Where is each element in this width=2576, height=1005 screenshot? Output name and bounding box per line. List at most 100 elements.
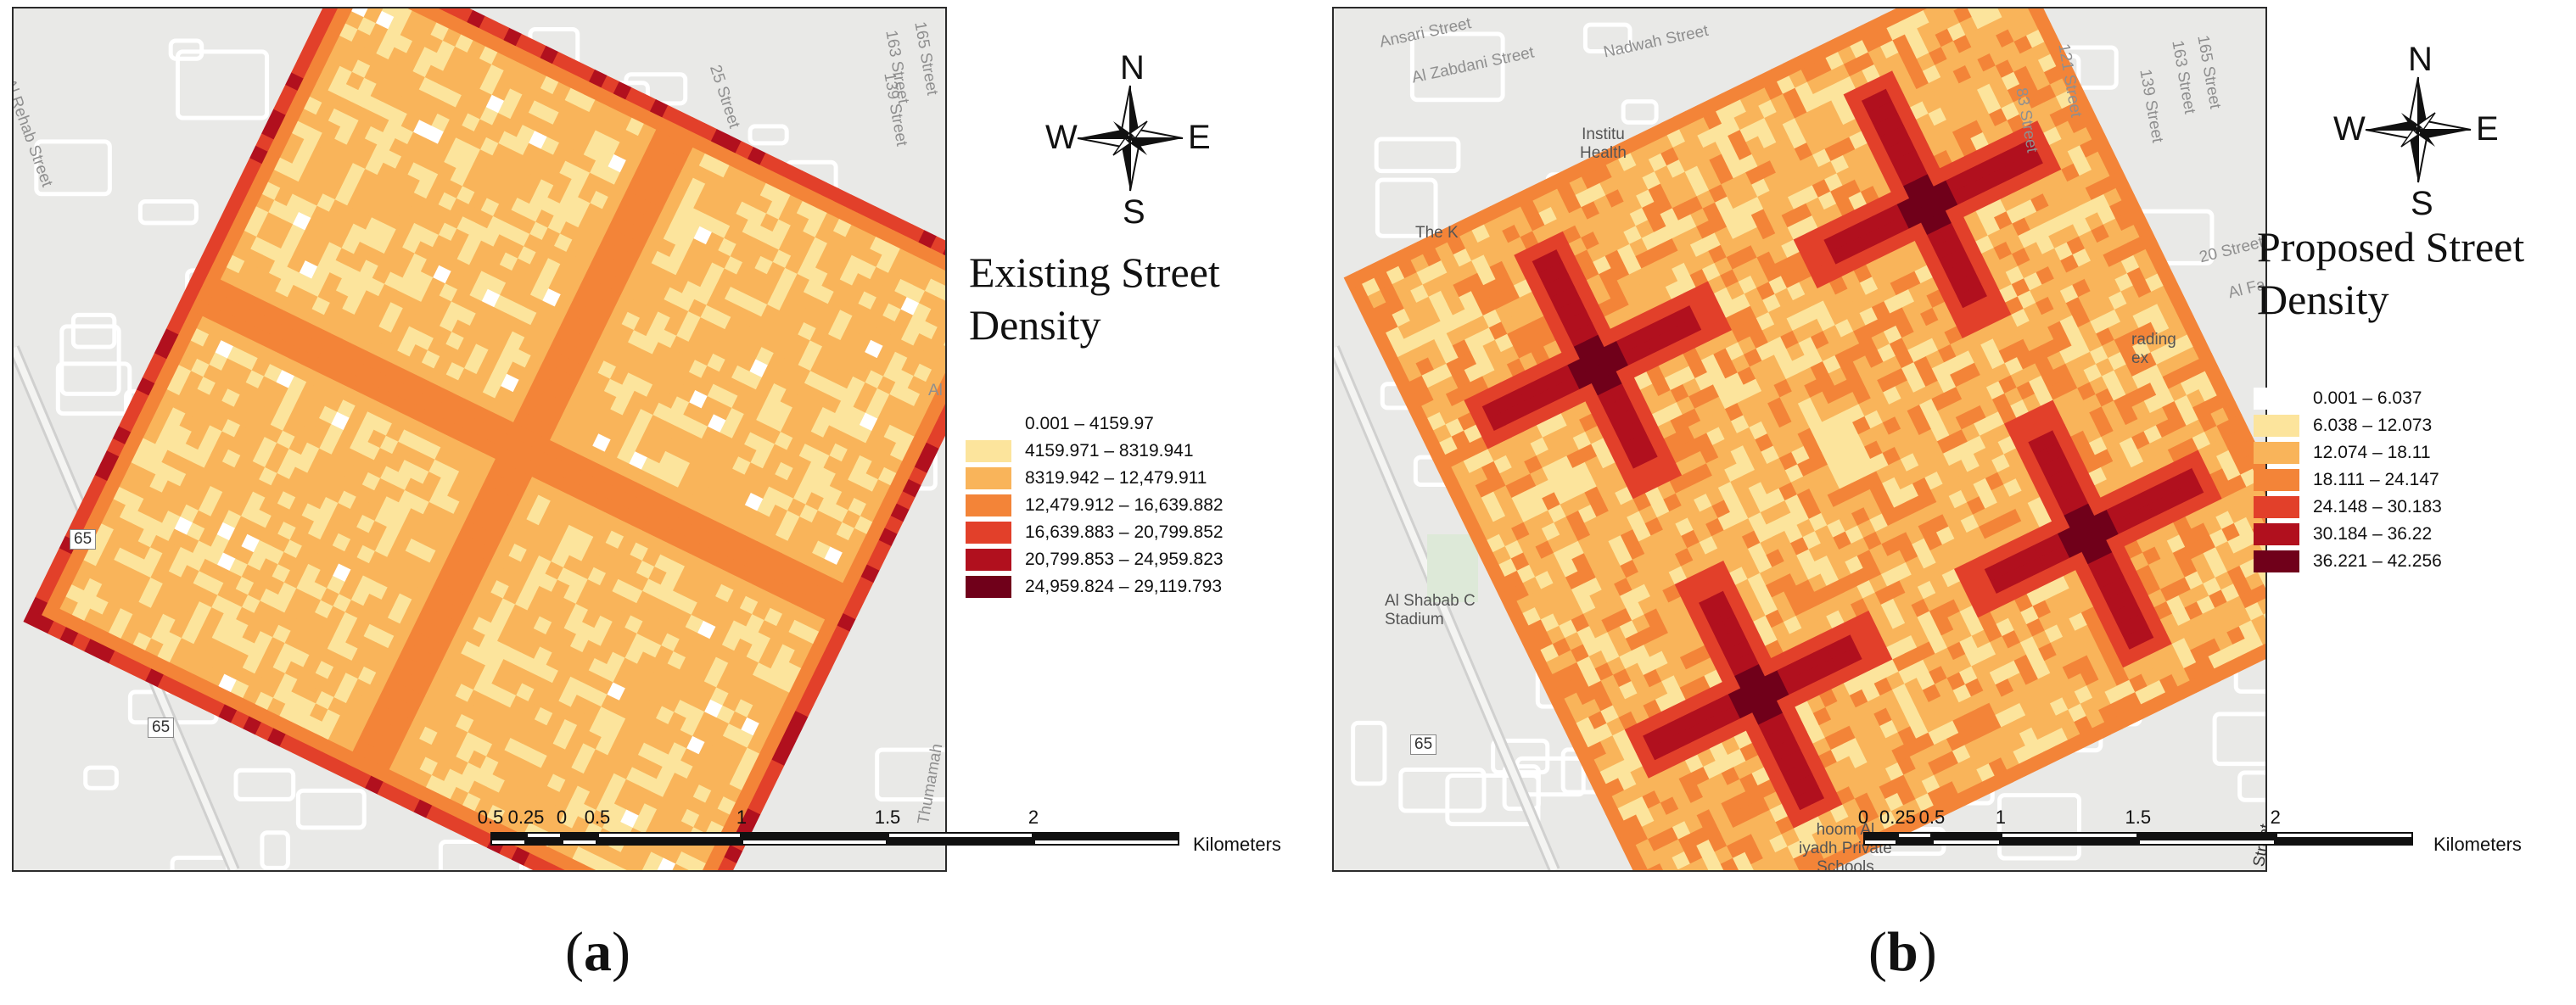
legend-swatch	[2254, 442, 2299, 464]
scale-segment	[597, 832, 742, 839]
scale-segment	[2137, 839, 2276, 846]
panel-a: Al Rehab Street 25 Street 165 Street 163…	[12, 7, 1281, 983]
scale-segment	[526, 832, 562, 839]
scale-segment	[597, 839, 742, 846]
poi-label: The K	[1415, 224, 1459, 242]
legend-swatch	[2254, 523, 2299, 545]
scale-tick-label: 0	[1857, 807, 1869, 828]
scale-bar: 0 0.25 0.5 1 1.5 2 Kilometers	[1858, 807, 2522, 857]
road-shield: 65	[70, 529, 97, 550]
panel-caption: (a)	[565, 921, 630, 983]
legend-swatch	[966, 549, 1011, 571]
scale-tick-label: 1	[736, 807, 748, 828]
scale-tick-label: 0.5	[1918, 807, 1946, 828]
scale-segment	[742, 832, 888, 839]
road-shield: 65	[1410, 734, 1437, 755]
road-shield: 65	[148, 717, 175, 738]
compass-s: S	[1123, 193, 1145, 231]
scale-segment	[2137, 832, 2276, 839]
scale-segment	[526, 839, 562, 846]
density-map-proposed	[1334, 8, 2265, 870]
scale-tick-label: 0.25	[1879, 807, 1916, 828]
poi-label: rading ex	[2131, 331, 2176, 367]
map-frame-proposed[interactable]: Ansari Street Al Zabdani Street Nadwah S…	[1332, 7, 2267, 872]
scale-units: Kilometers	[2433, 834, 2522, 855]
north-arrow: N S W E	[2325, 41, 2512, 227]
poi-label: Al Shabab C Stadium	[1385, 592, 1476, 628]
scale-segment	[742, 839, 888, 846]
scale-segment	[490, 832, 526, 839]
compass-w: W	[1045, 119, 1078, 156]
scale-tick-label: 0.5	[477, 807, 504, 828]
scale-segment	[562, 832, 597, 839]
scale-tick-label: 0.25	[507, 807, 545, 828]
scale-tick-label: 1.5	[874, 807, 901, 828]
legend-swatch	[966, 576, 1011, 598]
compass-n: N	[2408, 41, 2433, 78]
scale-segment	[1897, 839, 1932, 846]
scale-segment	[888, 832, 1033, 839]
scale-segment	[490, 839, 526, 846]
scale-segment	[2275, 839, 2413, 846]
scale-segment	[1033, 839, 1179, 846]
scale-tick-label: 0	[556, 807, 568, 828]
legend-swatch	[966, 440, 1011, 462]
legend-title: Existing Street Density	[969, 248, 1220, 349]
compass-e: E	[2476, 110, 2499, 148]
legend-label: 8319.942 – 12,479.911	[1025, 468, 1207, 488]
scale-segment	[562, 839, 597, 846]
scale-tick-label: 2	[2270, 807, 2281, 828]
density-map-existing	[14, 8, 945, 870]
scale-tick-label: 0.5	[584, 807, 611, 828]
scale-bar: 0.5 0.25 0 0.5 1 1.5 2 Kilometers	[478, 807, 1281, 857]
legend-label: 6.038 – 12.073	[2313, 416, 2433, 435]
scale-segment	[2275, 832, 2413, 839]
scale-segment	[1931, 839, 2001, 846]
scale-units: Kilometers	[1193, 834, 1281, 855]
legend-title: Proposed Street Density	[2257, 223, 2525, 323]
legend-label: 24.148 – 30.183	[2313, 497, 2442, 516]
legend-swatch	[2254, 496, 2299, 518]
legend-label: 30.184 – 36.22	[2313, 524, 2433, 544]
scale-segment	[888, 839, 1033, 846]
legend-label: 12.074 – 18.11	[2313, 443, 2431, 462]
compass-rose-icon	[1077, 85, 1184, 192]
scale-segment	[1897, 832, 1932, 839]
legend-label: 0.001 – 6.037	[2313, 388, 2422, 408]
scale-segment	[1863, 832, 1898, 839]
north-arrow: N S W E	[1037, 49, 1224, 236]
poi-label: Institu Health	[1580, 126, 1627, 162]
street-label: Al	[928, 382, 943, 399]
legend-label: 24,959.824 – 29,119.793	[1025, 577, 1222, 596]
legend-swatch	[2254, 550, 2299, 572]
compass-rose-icon	[2365, 76, 2472, 183]
legend-label: 12,479.912 – 16,639.882	[1025, 495, 1224, 515]
scale-segment	[2000, 839, 2138, 846]
legend-swatch	[966, 522, 1011, 544]
map-frame-existing[interactable]: Al Rehab Street 25 Street 165 Street 163…	[12, 7, 947, 872]
legend-swatch	[2254, 415, 2299, 437]
scale-segment	[1931, 832, 2001, 839]
compass-w: W	[2333, 110, 2366, 148]
scale-tick-label: 1.5	[2125, 807, 2152, 828]
scale-tick-label: 2	[1028, 807, 1039, 828]
scale-tick-label: 1	[1995, 807, 2007, 828]
poi-label: hoom Al iyadh Private Schools	[1799, 821, 1892, 872]
compass-s: S	[2411, 185, 2433, 222]
legend-label: 16,639.883 – 20,799.852	[1025, 522, 1224, 542]
compass-e: E	[1188, 119, 1211, 156]
legend-label: 36.221 – 42.256	[2313, 551, 2442, 571]
density-raster	[23, 8, 945, 870]
legend-swatch	[2254, 388, 2299, 410]
scale-segment	[1033, 832, 1179, 839]
legend-swatch	[2254, 469, 2299, 491]
legend-label: 18.111 – 24.147	[2313, 470, 2439, 489]
scale-segment	[2000, 832, 2138, 839]
legend-swatch	[966, 467, 1011, 489]
legend-label: 0.001 – 4159.97	[1025, 414, 1154, 433]
scale-segment	[1863, 839, 1898, 846]
legend-label: 20,799.853 – 24,959.823	[1025, 550, 1224, 569]
legend-swatch	[966, 494, 1011, 516]
density-raster	[1343, 8, 2265, 870]
legend-swatch	[966, 413, 1011, 435]
